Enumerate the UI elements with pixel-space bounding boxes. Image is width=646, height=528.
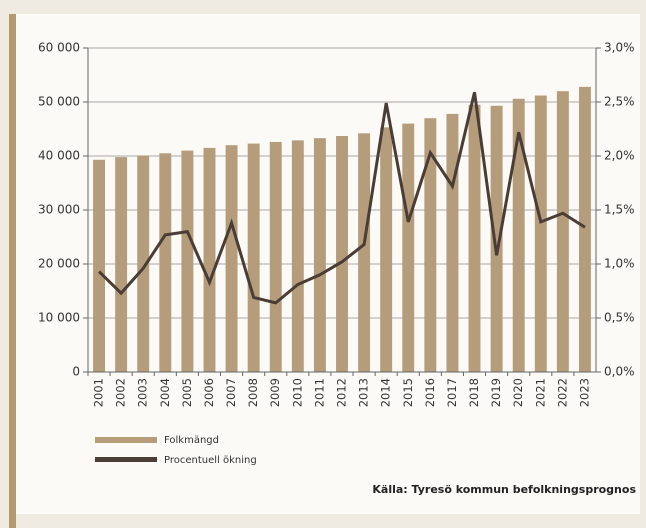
x-tick-label: 2003 [136, 378, 150, 407]
bar [159, 153, 172, 372]
bar [358, 133, 371, 372]
legend-label: Folkmängd [164, 435, 219, 446]
y-tick-label: 30 000 [38, 203, 80, 217]
x-tick-label: 2008 [246, 378, 260, 407]
x-tick-label: 2016 [423, 378, 437, 407]
x-tick-label: 2002 [114, 378, 128, 407]
x-tick-label: 2009 [268, 378, 282, 407]
y2-tick-label: 3,0% [604, 41, 635, 55]
x-tick-label: 2018 [467, 378, 481, 407]
bar [424, 118, 437, 372]
y2-tick-label: 0,5% [604, 311, 635, 325]
bar [490, 105, 503, 372]
legend-label: Procentuell ökning [164, 455, 257, 466]
bar [380, 127, 393, 372]
y2-tick-label: 1,0% [604, 257, 635, 271]
x-tick-label: 2014 [379, 378, 393, 407]
x-tick-label: 2023 [577, 378, 591, 407]
x-tick-label: 2005 [180, 378, 194, 407]
y-tick-label: 40 000 [38, 149, 80, 163]
legend-swatch [95, 437, 157, 443]
bar [512, 98, 525, 372]
y-tick-label: 10 000 [38, 311, 80, 325]
bar [203, 147, 216, 372]
bar [313, 138, 326, 372]
source: Källa: Tyresö kommun befolkningsprognos [372, 483, 636, 496]
x-tick-label: 2013 [357, 378, 371, 407]
x-tick-label: 2017 [445, 378, 459, 407]
x-tick-label: 2012 [335, 378, 349, 407]
y2-tick-label: 1,5% [604, 203, 635, 217]
bar [336, 136, 348, 372]
x-tick-label: 2022 [555, 378, 569, 407]
bar [402, 123, 415, 372]
bar [93, 159, 106, 372]
bar [115, 157, 128, 372]
x-tick-label: 2011 [312, 378, 326, 407]
x-tick-label: 2010 [290, 378, 304, 407]
bar [291, 140, 304, 372]
legend-swatch [95, 457, 157, 462]
bar [269, 141, 282, 372]
y2-tick-label: 2,0% [604, 149, 635, 163]
bar [578, 86, 591, 372]
x-tick-label: 2001 [92, 378, 106, 407]
side-strip [9, 14, 16, 528]
y2-tick-label: 2,5% [604, 95, 635, 109]
x-tick-label: 2007 [224, 378, 238, 407]
x-tick-label: 2021 [533, 378, 547, 407]
bar [137, 155, 150, 372]
x-tick-label: 2004 [158, 378, 172, 407]
bar [225, 145, 238, 372]
bar [181, 150, 194, 372]
line [97, 91, 586, 305]
bar [468, 104, 481, 372]
x-tick-label: 2006 [202, 378, 216, 407]
y-tick-label: 0 [72, 365, 80, 379]
x-tick-label: 2019 [489, 378, 503, 407]
bar [534, 95, 547, 373]
bar [446, 113, 459, 372]
y-tick-label: 20 000 [38, 257, 80, 271]
y2-tick-label: 0,0% [604, 365, 635, 379]
bar [247, 143, 260, 372]
y-tick-label: 50 000 [38, 95, 80, 109]
x-tick-label: 2015 [401, 378, 415, 407]
bar [556, 91, 569, 372]
y-tick-label: 60 000 [38, 41, 80, 55]
x-tick-label: 2020 [511, 378, 525, 407]
